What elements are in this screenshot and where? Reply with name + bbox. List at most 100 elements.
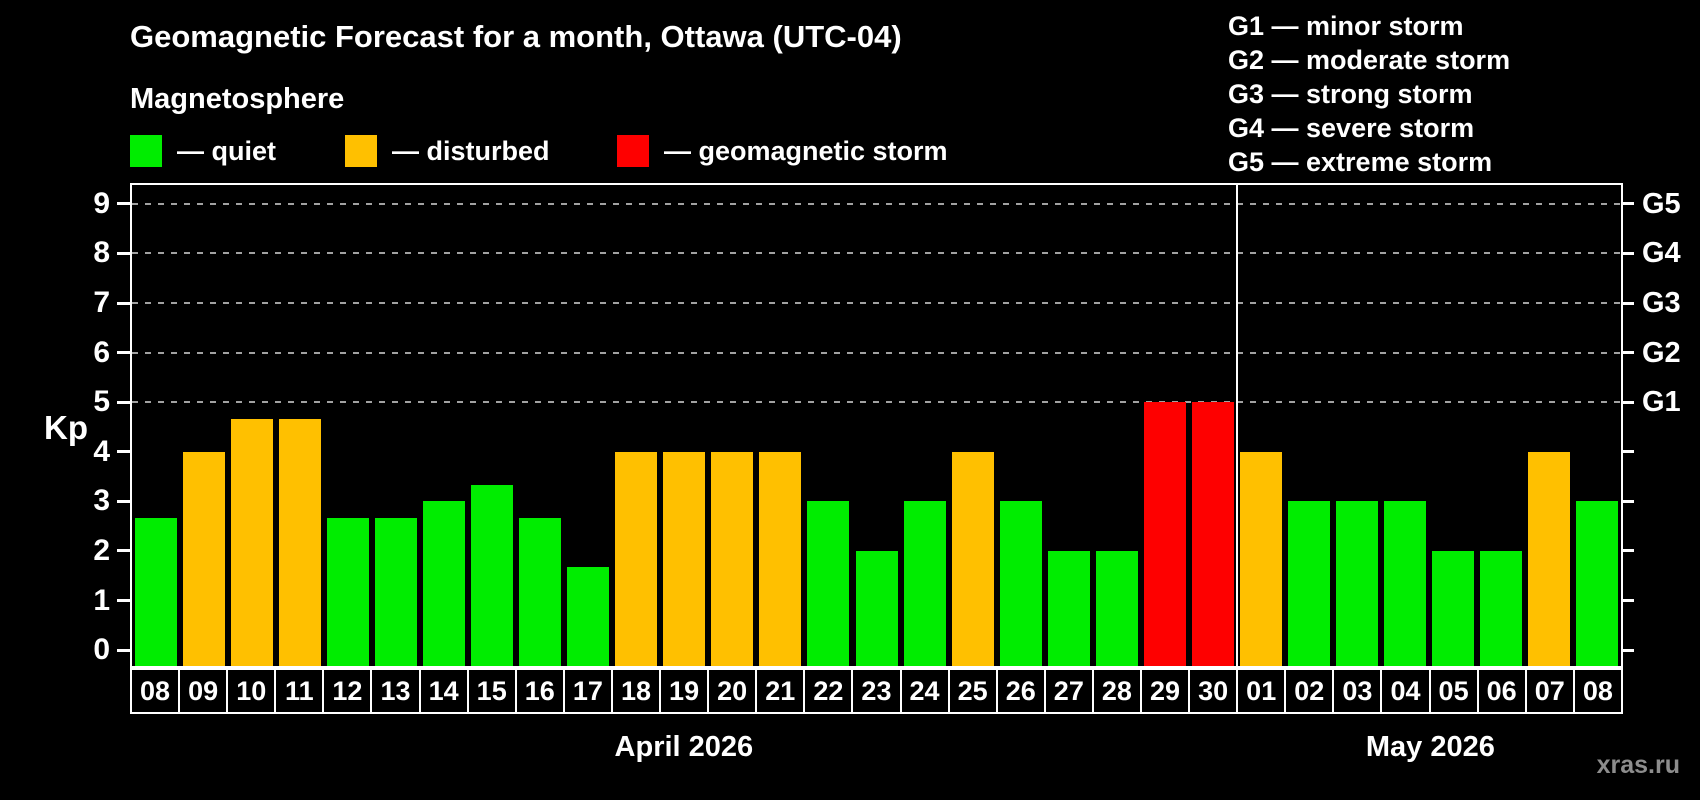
date-cell-april-29: 29 xyxy=(1139,668,1191,714)
date-cell-april-18: 18 xyxy=(610,668,662,714)
legend-label-disturbed: — disturbed xyxy=(392,135,550,166)
month-separator-line xyxy=(1235,185,1238,666)
bar-april-25 xyxy=(951,451,994,666)
gridline-kp9 xyxy=(132,202,1621,205)
bar-may-03 xyxy=(1335,501,1378,666)
bar-may-06 xyxy=(1479,550,1522,666)
bar-april-19 xyxy=(663,451,706,666)
date-cell-april-16: 16 xyxy=(514,668,565,714)
date-cell-april-08: 08 xyxy=(130,668,181,714)
gridline-kp5 xyxy=(132,401,1621,404)
bar-april-30 xyxy=(1191,402,1234,666)
bar-april-13 xyxy=(375,517,418,666)
y-tick-left-7 xyxy=(117,301,130,305)
y-tick-label-6: 6 xyxy=(93,335,110,369)
bar-april-26 xyxy=(999,501,1042,666)
y-tick-left-4 xyxy=(117,450,130,454)
y-tick-label-0: 0 xyxy=(93,633,110,667)
gridline-kp7 xyxy=(132,302,1621,305)
date-cell-april-12: 12 xyxy=(322,668,373,714)
y-tick-right-2 xyxy=(1621,549,1634,553)
bar-april-10 xyxy=(231,418,274,666)
g-axis-label-G1: G1 xyxy=(1642,386,1681,419)
y-tick-label-7: 7 xyxy=(93,286,110,320)
bar-may-05 xyxy=(1431,550,1474,666)
bar-april-22 xyxy=(807,501,850,666)
bar-april-23 xyxy=(855,550,898,666)
bar-april-18 xyxy=(615,451,658,666)
date-cell-april-09: 09 xyxy=(178,668,229,714)
g-legend-line-1: G1 — minor storm xyxy=(1228,11,1464,41)
bar-april-09 xyxy=(183,451,226,666)
month-label-april-2026: April 2026 xyxy=(614,731,754,763)
bar-may-04 xyxy=(1383,501,1426,666)
bar-may-07 xyxy=(1527,451,1570,666)
date-cell-april-28: 28 xyxy=(1091,668,1142,714)
month-label-may-2026: May 2026 xyxy=(1365,731,1495,763)
y-tick-label-9: 9 xyxy=(93,186,110,220)
bar-april-27 xyxy=(1047,550,1090,666)
y-tick-label-1: 1 xyxy=(93,583,110,617)
magnetosphere-label: Magnetosphere xyxy=(130,83,345,115)
chart-title: Geomagnetic Forecast for a month, Ottawa… xyxy=(130,19,902,54)
g-legend-line-5: G5 — extreme storm xyxy=(1228,147,1493,177)
legend-swatch-quiet xyxy=(130,135,162,167)
date-cell-april-17: 17 xyxy=(562,668,613,714)
g-axis-label-G3: G3 xyxy=(1642,287,1681,320)
legend-item-storm: — geomagnetic storm xyxy=(617,135,948,167)
plot-area xyxy=(130,183,1623,668)
date-cell-may-07: 07 xyxy=(1524,668,1575,714)
y-tick-left-1 xyxy=(117,599,130,603)
y-tick-left-0 xyxy=(117,648,130,652)
date-cell-april-14: 14 xyxy=(418,668,469,714)
y-tick-right-5 xyxy=(1621,400,1634,404)
y-tick-left-8 xyxy=(117,251,130,255)
g-legend-line-4: G4 — severe storm xyxy=(1228,113,1475,143)
legend-label-storm: — geomagnetic storm xyxy=(664,135,948,166)
kp-axis-label: Kp xyxy=(44,409,88,446)
date-cell-may-02: 02 xyxy=(1284,668,1335,714)
y-tick-label-4: 4 xyxy=(93,434,110,468)
bar-april-14 xyxy=(423,501,466,666)
legend-item-disturbed: — disturbed xyxy=(345,135,550,167)
date-cell-april-15: 15 xyxy=(466,668,517,714)
bar-april-20 xyxy=(711,451,754,666)
y-tick-right-8 xyxy=(1621,251,1634,255)
legend-swatch-disturbed xyxy=(345,135,377,167)
date-cell-april-11: 11 xyxy=(274,668,325,714)
date-cell-may-03: 03 xyxy=(1332,668,1383,714)
watermark-xras: xras.ru xyxy=(1596,751,1680,779)
g-axis-label-G5: G5 xyxy=(1642,187,1681,220)
date-cell-april-20: 20 xyxy=(707,668,758,714)
y-tick-left-9 xyxy=(117,202,130,206)
date-cell-april-19: 19 xyxy=(659,668,710,714)
date-cell-april-23: 23 xyxy=(851,668,902,714)
legend-swatch-storm xyxy=(617,135,649,167)
y-tick-label-2: 2 xyxy=(93,533,110,567)
date-cell-april-30: 30 xyxy=(1188,668,1239,714)
date-cell-may-08: 08 xyxy=(1572,668,1623,714)
legend-label-quiet: — quiet xyxy=(177,135,276,166)
bar-april-29 xyxy=(1143,402,1186,666)
date-cell-april-26: 26 xyxy=(995,668,1046,714)
y-tick-right-9 xyxy=(1621,202,1634,206)
legend-item-quiet: — quiet xyxy=(130,135,276,167)
gridline-kp8 xyxy=(132,252,1621,255)
date-cell-may-05: 05 xyxy=(1428,668,1479,714)
y-tick-right-1 xyxy=(1621,599,1634,603)
y-tick-left-5 xyxy=(117,400,130,404)
date-cell-april-24: 24 xyxy=(899,668,950,714)
y-tick-label-8: 8 xyxy=(93,236,110,270)
bar-may-01 xyxy=(1239,451,1282,666)
bar-april-16 xyxy=(519,517,562,666)
g-legend-line-3: G3 — strong storm xyxy=(1228,79,1473,109)
bar-april-11 xyxy=(279,418,322,666)
bar-may-02 xyxy=(1287,501,1330,666)
date-cell-april-21: 21 xyxy=(755,668,806,714)
bar-april-17 xyxy=(567,567,610,666)
bar-april-15 xyxy=(471,485,514,666)
y-tick-right-4 xyxy=(1621,450,1634,454)
date-cell-may-06: 06 xyxy=(1476,668,1527,714)
month-labels-row: April 2026 May 2026 xyxy=(130,726,1623,768)
